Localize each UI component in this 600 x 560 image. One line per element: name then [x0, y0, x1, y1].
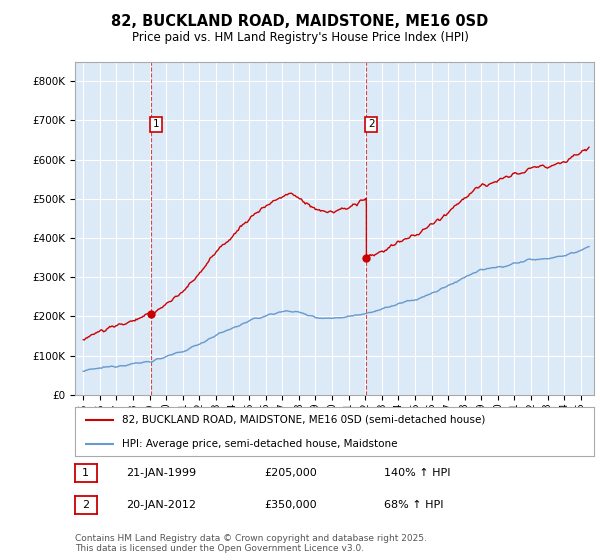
Text: £205,000: £205,000: [264, 468, 317, 478]
Text: 82, BUCKLAND ROAD, MAIDSTONE, ME16 0SD (semi-detached house): 82, BUCKLAND ROAD, MAIDSTONE, ME16 0SD (…: [122, 415, 485, 425]
Text: 1: 1: [82, 468, 89, 478]
Text: 140% ↑ HPI: 140% ↑ HPI: [384, 468, 451, 478]
Text: 82, BUCKLAND ROAD, MAIDSTONE, ME16 0SD: 82, BUCKLAND ROAD, MAIDSTONE, ME16 0SD: [112, 14, 488, 29]
Text: 20-JAN-2012: 20-JAN-2012: [126, 500, 196, 510]
Text: 21-JAN-1999: 21-JAN-1999: [126, 468, 196, 478]
Text: 2: 2: [82, 500, 89, 510]
Text: Price paid vs. HM Land Registry's House Price Index (HPI): Price paid vs. HM Land Registry's House …: [131, 31, 469, 44]
Text: 2: 2: [368, 119, 374, 129]
Text: 68% ↑ HPI: 68% ↑ HPI: [384, 500, 443, 510]
Text: £350,000: £350,000: [264, 500, 317, 510]
Text: Contains HM Land Registry data © Crown copyright and database right 2025.
This d: Contains HM Land Registry data © Crown c…: [75, 534, 427, 553]
Text: HPI: Average price, semi-detached house, Maidstone: HPI: Average price, semi-detached house,…: [122, 438, 397, 449]
Text: 1: 1: [152, 119, 159, 129]
